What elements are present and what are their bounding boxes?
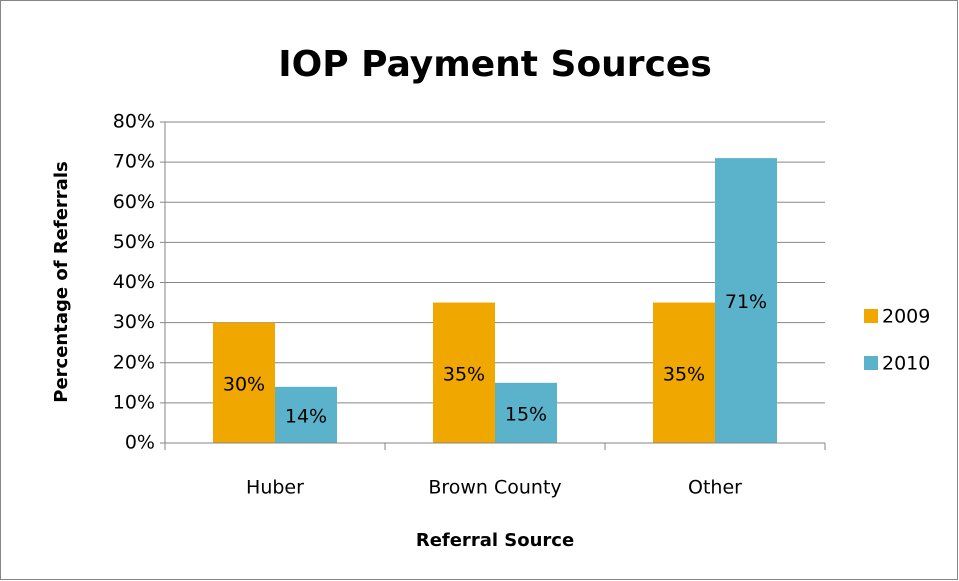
bar	[715, 158, 777, 444]
y-tick-label: 10%	[113, 391, 155, 413]
data-label: 35%	[443, 363, 485, 385]
y-tick-label: 80%	[113, 111, 155, 133]
y-tick-label: 20%	[113, 351, 155, 373]
data-label: 14%	[285, 405, 327, 427]
bar	[275, 386, 337, 443]
bar	[433, 302, 495, 443]
x-axis-label: Referral Source	[416, 530, 574, 551]
y-tick-label: 60%	[113, 191, 155, 213]
data-label: 71%	[725, 291, 767, 313]
chart-title: IOP Payment Sources	[278, 44, 712, 85]
y-tick-label: 30%	[113, 311, 155, 333]
y-tick-label: 70%	[113, 151, 155, 173]
bar	[495, 382, 557, 443]
legend-label: 2009	[882, 306, 930, 328]
y-tick-label: 0%	[125, 432, 155, 454]
y-tick-label: 50%	[113, 231, 155, 253]
y-tick-label: 40%	[113, 271, 155, 293]
data-label: 35%	[663, 363, 705, 385]
data-label: 15%	[505, 403, 547, 425]
legend-swatch	[864, 309, 878, 323]
y-axis-label: Percentage of Referrals	[51, 161, 72, 402]
bar	[213, 322, 275, 443]
x-tick-label: Brown County	[428, 477, 561, 499]
x-tick-label: Huber	[246, 477, 304, 499]
data-label: 30%	[223, 373, 265, 395]
x-tick-label: Other	[688, 477, 742, 499]
legend-label: 2010	[882, 353, 930, 375]
legend-swatch	[864, 356, 878, 370]
bar	[653, 302, 715, 443]
